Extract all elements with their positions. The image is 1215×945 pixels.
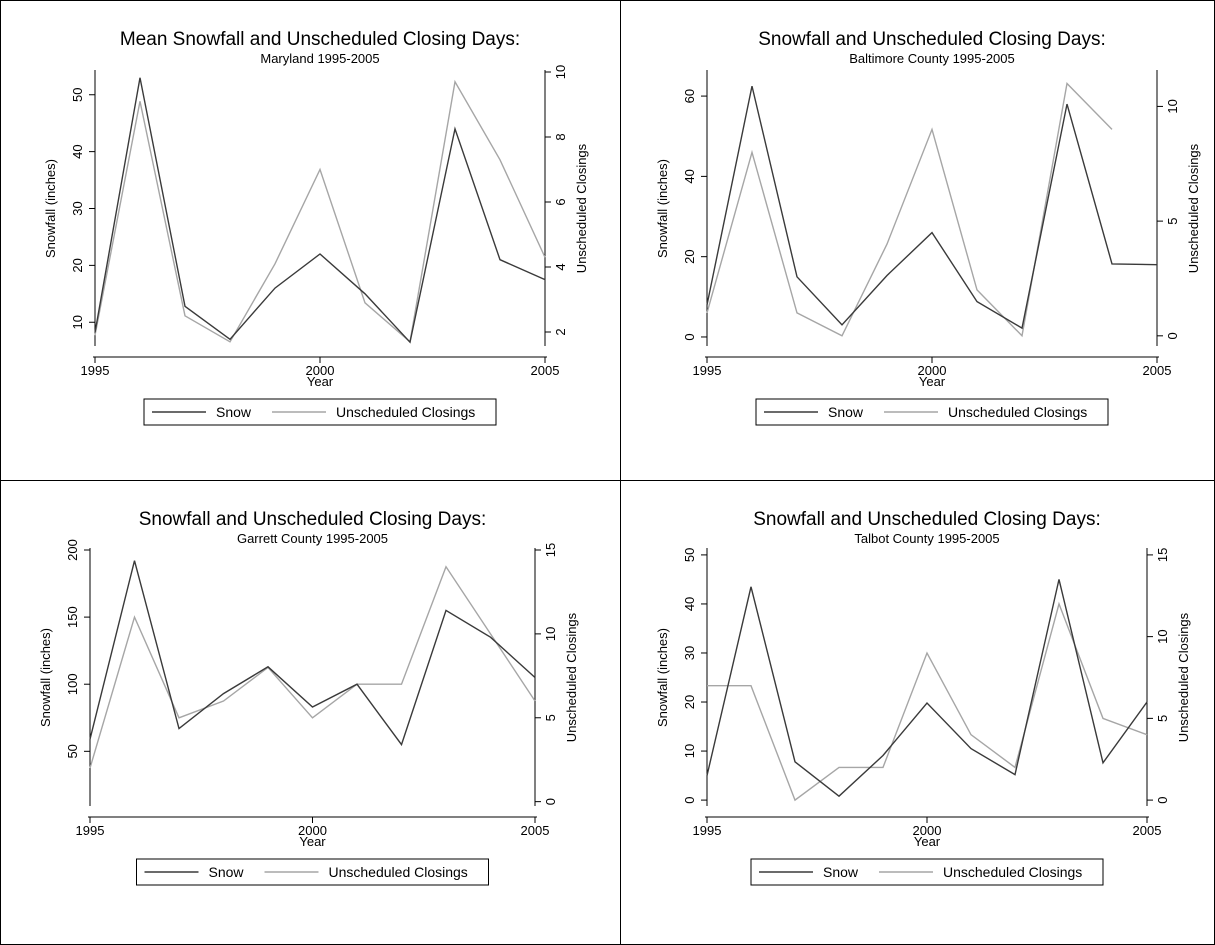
x-tick-label: 2005 [521,823,550,838]
y2-tick-label: 10 [543,627,558,641]
x-tick-label: 2005 [1143,363,1172,378]
y2-tick-label: 15 [1155,548,1170,562]
y-tick-label: 50 [65,744,80,758]
y-axis-label: Snowfall (inches) [655,159,670,258]
series-closings-line [89,565,536,769]
chart-subtitle: Talbot County 1995-2005 [854,531,999,546]
y2-tick-label: 4 [553,263,568,270]
y-tick-label: 0 [682,333,697,340]
y2-axis-label: Unscheduled Closings [1176,612,1191,742]
chart-title: Snowfall and Unscheduled Closing Days: [139,509,486,530]
y2-tick-label: 8 [553,133,568,140]
y-tick-label: 150 [65,606,80,628]
x-tick-label: 1995 [693,363,722,378]
y-tick-label: 60 [682,89,697,103]
chart-subtitle: Maryland 1995-2005 [260,51,379,66]
y2-tick-label: 15 [543,543,558,557]
legend-label-snow: Snow [216,404,252,420]
legend-label-closings: Unscheduled Closings [336,404,475,420]
y2-tick-label: 10 [1165,99,1180,113]
legend-label-closings: Unscheduled Closings [948,404,1087,420]
y2-tick-label: 2 [553,328,568,335]
y2-axis-label: Unscheduled Closings [574,143,589,273]
x-tick-label: 2005 [1133,823,1162,838]
y2-tick-label: 10 [553,65,568,79]
y2-tick-label: 6 [553,198,568,205]
chart-panel-4: Snowfall and Unscheduled Closing Days:Ta… [655,509,1191,886]
y-tick-label: 20 [682,695,697,709]
y2-tick-label: 5 [543,714,558,721]
x-tick-label: 1995 [81,363,110,378]
legend-label-snow: Snow [209,864,245,880]
y-tick-label: 100 [65,673,80,695]
series-snow-line [706,579,1148,798]
y-tick-label: 50 [682,548,697,562]
x-axis-label: Year [299,834,326,849]
y-axis-label: Snowfall (inches) [655,628,670,727]
y2-tick-label: 0 [543,798,558,805]
y-tick-label: 10 [682,744,697,758]
y-tick-label: 30 [70,201,85,215]
y-tick-label: 40 [682,597,697,611]
chart-subtitle: Baltimore County 1995-2005 [849,51,1015,66]
y-tick-label: 30 [682,646,697,660]
y2-axis-label: Unscheduled Closings [564,612,579,742]
y2-tick-label: 5 [1165,218,1180,225]
x-tick-label: 1995 [76,823,105,838]
chart-panel-3: Snowfall and Unscheduled Closing Days:Ga… [38,509,579,886]
y-tick-label: 40 [682,169,697,183]
x-tick-label: 2000 [913,823,942,838]
y2-tick-label: 0 [1165,332,1180,339]
y-tick-label: 50 [70,88,85,102]
y2-tick-label: 5 [1155,715,1170,722]
legend-label-snow: Snow [828,404,864,420]
y-tick-label: 20 [682,249,697,263]
x-tick-label: 2000 [918,363,947,378]
series-snow-line [706,85,1158,330]
y-tick-label: 200 [65,539,80,561]
y-tick-label: 20 [70,258,85,272]
x-axis-label: Year [914,834,941,849]
chart-title: Mean Snowfall and Unscheduled Closing Da… [120,29,520,50]
x-axis-label: Year [919,374,946,389]
series-closings-line [94,79,546,344]
y2-axis-label: Unscheduled Closings [1186,143,1201,273]
chart-panel-1: Mean Snowfall and Unscheduled Closing Da… [43,29,589,426]
series-snow-line [89,560,536,747]
chart-title: Snowfall and Unscheduled Closing Days: [753,509,1100,530]
legend-label-closings: Unscheduled Closings [943,864,1082,880]
y-tick-label: 0 [682,796,697,803]
y-axis-label: Snowfall (inches) [43,159,58,258]
chart-panel-2: Snowfall and Unscheduled Closing Days:Ba… [655,29,1201,426]
series-closings-line [706,82,1113,338]
y-tick-label: 10 [70,315,85,329]
x-tick-label: 2005 [531,363,560,378]
y-axis-label: Snowfall (inches) [38,628,53,727]
series-snow-line [94,77,546,344]
x-tick-label: 2000 [306,363,335,378]
x-tick-label: 2000 [298,823,327,838]
chart-subtitle: Garrett County 1995-2005 [237,531,388,546]
legend-label-snow: Snow [823,864,859,880]
y2-tick-label: 10 [1155,629,1170,643]
x-tick-label: 1995 [693,823,722,838]
chart-title: Snowfall and Unscheduled Closing Days: [758,29,1105,50]
y2-tick-label: 0 [1155,796,1170,803]
y-tick-label: 40 [70,144,85,158]
legend-label-closings: Unscheduled Closings [329,864,468,880]
x-axis-label: Year [307,374,334,389]
